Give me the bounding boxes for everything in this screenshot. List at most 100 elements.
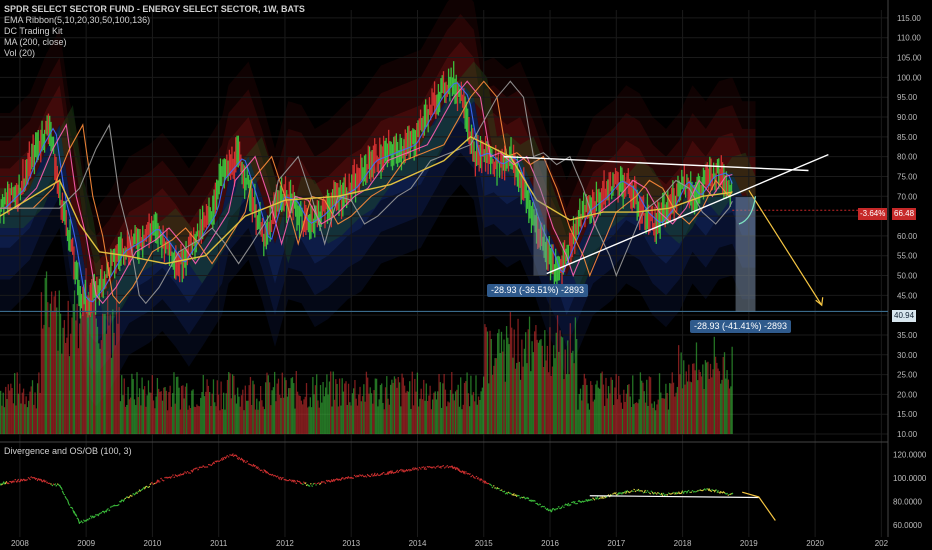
osc-segment: [7, 482, 10, 485]
osc-segment: [128, 495, 131, 499]
volume-bar: [63, 320, 66, 435]
osc-segment: [499, 489, 502, 492]
indicator-volume[interactable]: Vol (20): [4, 48, 36, 58]
volume-bar: [491, 374, 494, 435]
osc-segment: [456, 467, 460, 471]
osc-segment: [564, 503, 567, 506]
osc-segment: [496, 487, 499, 490]
osc-segment: [190, 469, 193, 472]
osc-segment: [634, 490, 637, 493]
osc-segment: [683, 490, 686, 493]
volume-bar: [158, 388, 160, 435]
osc-segment: [515, 494, 518, 498]
osc-segment: [401, 469, 404, 472]
volume-bar: [303, 399, 305, 435]
volume-bar: [447, 401, 449, 435]
volume-bar: [606, 398, 608, 435]
osc-segment: [201, 466, 204, 468]
indicator-ema-ribbon[interactable]: EMA Ribbon(5,10,20,30,50,100,136): [4, 15, 151, 25]
osc-segment: [601, 496, 604, 500]
volume-bar: [718, 371, 721, 435]
volume-bar: [657, 399, 659, 435]
volume-bar: [669, 383, 671, 435]
volume-bar: [110, 357, 113, 435]
volume-bar: [234, 395, 236, 435]
volume-bar: [132, 378, 134, 435]
osc-segment: [300, 482, 303, 485]
osc-segment: [61, 490, 65, 495]
osc-segment: [639, 490, 642, 492]
osc-segment: [357, 474, 360, 478]
volume-bar: [476, 404, 478, 435]
volume-bar: [583, 373, 585, 435]
volume-bar: [392, 382, 394, 435]
volume-bar: [273, 371, 276, 435]
volume-bar: [528, 316, 531, 435]
volume-bar: [170, 406, 173, 435]
volume-bar: [646, 379, 648, 435]
osc-segment: [137, 490, 140, 493]
volume-bar: [1, 405, 3, 435]
volume-bar: [101, 313, 104, 435]
osc-segment: [603, 495, 607, 499]
osc-segment: [277, 477, 281, 480]
volume-bar: [331, 406, 333, 435]
osc-segment: [468, 473, 471, 476]
osc-segment: [73, 511, 77, 516]
volume-bar: [356, 405, 359, 435]
volume-bar: [119, 401, 122, 435]
osc-segment: [680, 490, 684, 494]
volume-bar: [391, 379, 393, 435]
osc-segment: [716, 489, 719, 494]
osc-segment: [64, 495, 67, 499]
osc-segment: [546, 507, 550, 512]
volume-bar: [461, 409, 463, 435]
y-tick-label: 70.00: [897, 192, 918, 201]
indicator-ma-200[interactable]: MA (200, close): [4, 37, 67, 47]
osc-segment: [527, 496, 530, 500]
volume-bar: [660, 392, 662, 435]
volume-bar: [285, 380, 287, 435]
osc-segment: [239, 458, 242, 461]
volume-bar: [412, 405, 415, 435]
osc-segment: [684, 490, 687, 493]
volume-bar: [193, 406, 196, 435]
indicator-dc-trading-kit[interactable]: DC Trading Kit: [4, 26, 63, 36]
volume-bar: [81, 315, 83, 435]
upper-band-1: [0, 0, 756, 304]
osc-segment: [104, 510, 107, 513]
volume-bar: [165, 390, 167, 435]
volume-bar: [11, 388, 13, 435]
osc-segment: [252, 463, 255, 468]
osc-segment: [528, 499, 531, 502]
volume-bar: [389, 384, 392, 435]
osc-segment: [332, 478, 335, 482]
volume-bar: [186, 383, 188, 435]
osc-segment: [256, 466, 259, 470]
measure-label-2015: -28.93 (-36.51%) -2893: [487, 284, 589, 297]
volume-bar: [559, 330, 561, 435]
volume-bar: [354, 380, 356, 435]
osc-segment: [292, 479, 295, 483]
volume-bar: [568, 374, 570, 435]
osc-segment: [211, 462, 214, 466]
volume-bar: [604, 405, 606, 435]
y-tick-label: 75.00: [897, 172, 918, 181]
volume-bar: [686, 381, 689, 435]
volume-bar: [266, 372, 268, 435]
osc-segment: [508, 491, 511, 494]
osc-segment: [122, 498, 126, 503]
volume-bar: [488, 383, 490, 435]
osc-segment: [220, 457, 224, 461]
volume-bar: [53, 296, 55, 435]
lower-band-1: [0, 81, 756, 407]
volume-bar: [600, 373, 602, 435]
volume-bar: [267, 375, 269, 435]
volume-bar: [237, 387, 239, 435]
volume-bar: [166, 410, 169, 435]
volume-bar: [499, 353, 501, 435]
osc-segment: [470, 475, 473, 478]
volume-bar: [146, 395, 148, 435]
volume-bar: [322, 382, 324, 435]
osc-segment: [175, 475, 179, 478]
